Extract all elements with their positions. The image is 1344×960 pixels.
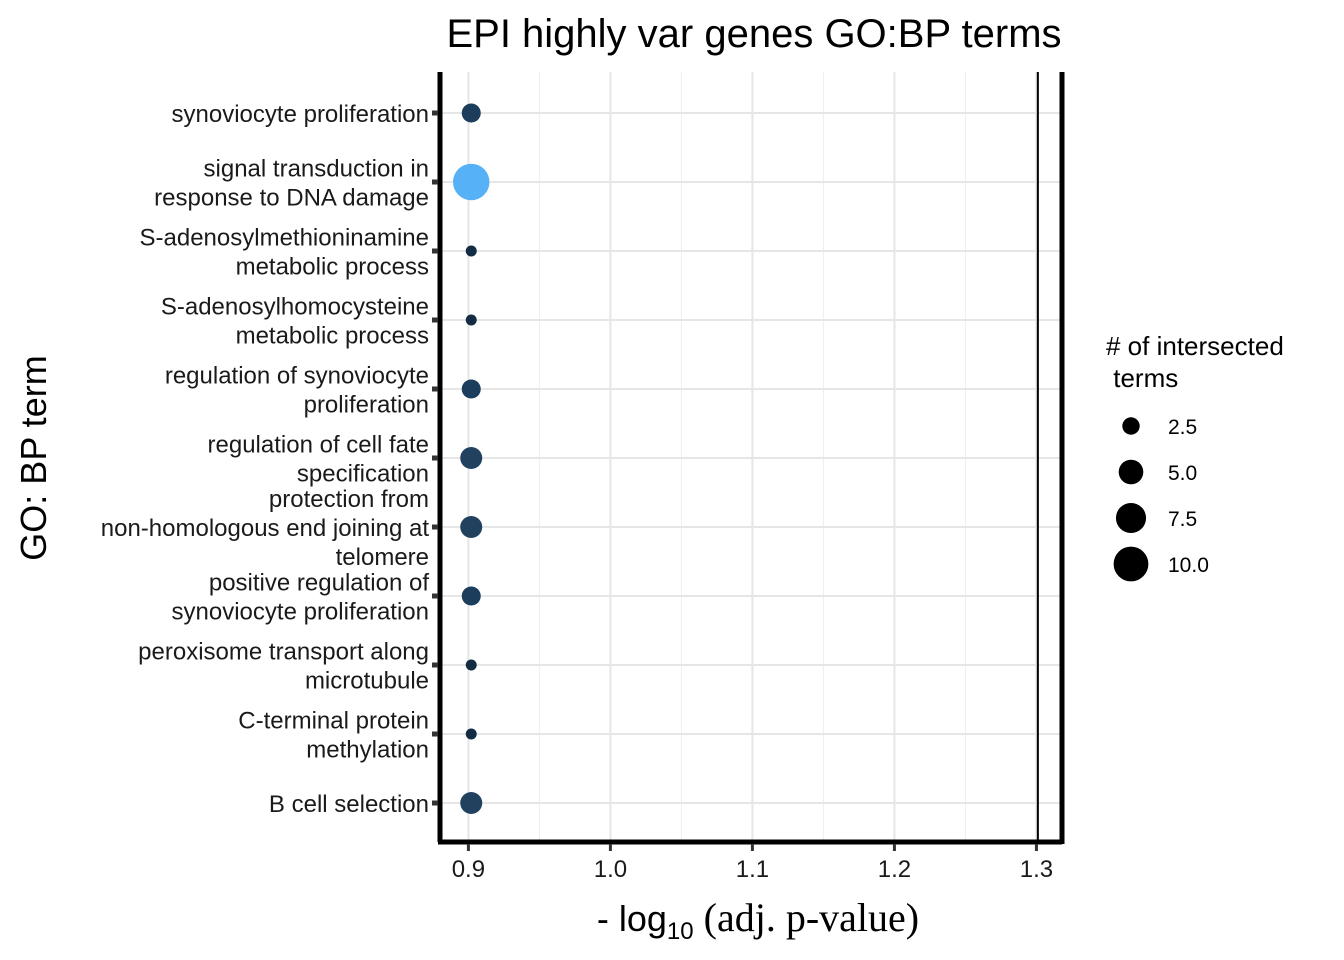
y-tick-label: signal transduction in — [204, 156, 429, 183]
x-tick-label: 0.9 — [452, 856, 485, 883]
data-point — [460, 792, 483, 814]
y-tick-label: S-adenosylhomocysteine — [161, 294, 429, 321]
y-axis-label: GO: BP term — [13, 355, 54, 561]
legend-key-circle — [1118, 459, 1144, 485]
legend-key-circle — [1113, 546, 1149, 582]
grid-lines — [440, 72, 1062, 842]
data-point — [465, 659, 477, 671]
legend-key-label: 5.0 — [1168, 462, 1197, 485]
y-tick-label: B cell selection — [269, 791, 429, 818]
y-tick-labels: synoviocyte proliferation signal transduc… — [101, 101, 430, 818]
data-point — [461, 103, 481, 123]
data-point — [461, 379, 481, 399]
y-tick-label: C-terminal protein — [238, 708, 429, 735]
legend-key-label: 2.5 — [1168, 416, 1197, 439]
legend-key-label: 10.0 — [1168, 554, 1209, 577]
x-tick-label: 1.2 — [878, 856, 911, 883]
y-tick-label: metabolic process — [236, 254, 429, 281]
y-tick-label: response to DNA damage — [154, 185, 429, 212]
data-point — [465, 314, 477, 326]
y-tick-label: non-homologous end joining at — [101, 515, 430, 542]
x-tick-labels: 0.9 1.0 1.1 1.2 1.3 — [452, 856, 1053, 883]
y-tick-label: peroxisome transport along — [138, 639, 429, 666]
data-point — [453, 163, 490, 201]
legend-key-circle — [1122, 417, 1140, 435]
x-axis-label: - log10 (adj. p-value) — [597, 894, 919, 946]
legend-key-label: 7.5 — [1168, 508, 1197, 531]
y-tick-label: synoviocyte proliferation — [172, 599, 429, 626]
x-tick-label: 1.1 — [736, 856, 769, 883]
y-tick-label: regulation of cell fate — [208, 432, 429, 459]
data-point — [461, 586, 481, 606]
chart-title: EPI highly var genes GO:BP terms — [446, 12, 1062, 56]
legend-title: # of intersected terms — [1106, 331, 1284, 393]
data-point — [465, 728, 477, 740]
y-tick-label: microtubule — [305, 668, 429, 695]
y-tick-label: S-adenosylmethioninamine — [140, 225, 430, 252]
y-tick-label: methylation — [306, 737, 429, 764]
x-axis-label-subscript: 10 — [666, 918, 694, 945]
data-points — [453, 103, 490, 814]
data-point — [460, 516, 483, 538]
x-axis-label-prefix: - log — [596, 898, 667, 939]
x-tick-label: 1.3 — [1020, 856, 1053, 883]
y-tick-label: telomere — [336, 544, 429, 571]
size-legend: 2.5 5.0 7.5 10.0 — [1113, 416, 1209, 582]
y-tick-label: proliferation — [304, 392, 429, 419]
y-tick-label: metabolic process — [236, 323, 429, 350]
x-axis-label-suffix: (adj. p-value) — [703, 895, 920, 940]
data-point — [465, 245, 477, 257]
axes — [432, 72, 1065, 851]
legend-key-circle — [1115, 502, 1147, 534]
y-tick-label: regulation of synoviocyte — [165, 363, 429, 390]
y-tick-label: synoviocyte proliferation — [172, 101, 429, 128]
data-point — [460, 447, 483, 469]
x-tick-label: 1.0 — [594, 856, 627, 883]
y-tick-label: positive regulation of — [209, 570, 429, 597]
y-tick-label: specification — [297, 461, 429, 488]
y-tick-label: protection from — [269, 486, 429, 513]
